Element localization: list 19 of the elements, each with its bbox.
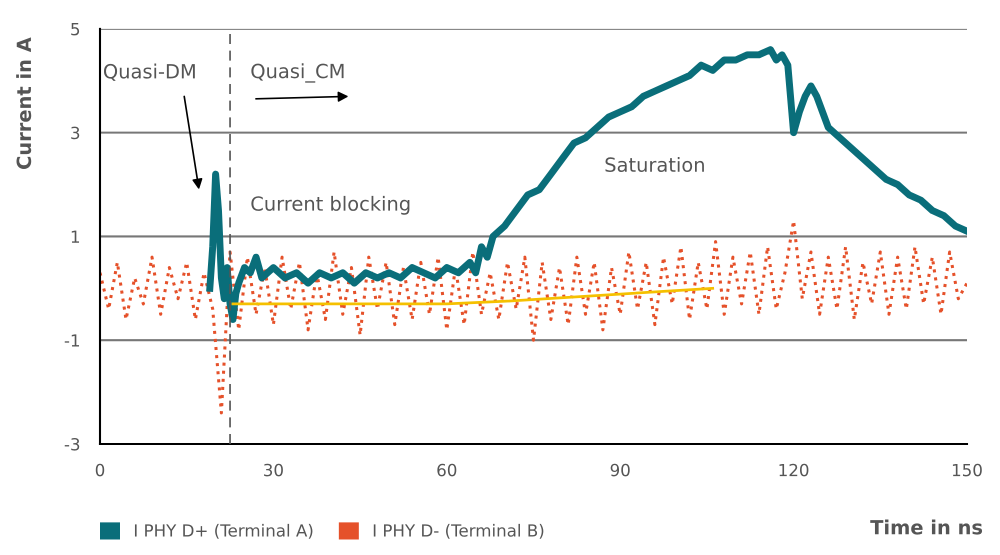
y-tick-label: 3 bbox=[71, 126, 80, 140]
x-tick-label: 150 bbox=[952, 464, 982, 476]
x-tick-label: 0 bbox=[96, 464, 104, 476]
legend-label: I PHY D- (Terminal B) bbox=[374, 524, 544, 539]
x-tick-label: 60 bbox=[437, 464, 456, 476]
x-tick-label: 30 bbox=[264, 464, 283, 476]
annotation: Quasi_CM bbox=[251, 63, 344, 83]
y-tick-label: 1 bbox=[72, 230, 80, 243]
annotation: Saturation bbox=[605, 156, 704, 172]
y-tick-label: -3 bbox=[64, 438, 80, 451]
annotation: Quasi-DM bbox=[104, 64, 195, 81]
x-tick-label: 90 bbox=[610, 464, 630, 476]
legend-label: I PHY D+ (Terminal A) bbox=[134, 524, 312, 539]
x-axis-title: Time in ns bbox=[870, 520, 982, 535]
y-tick-label: -1 bbox=[64, 334, 80, 347]
y-axis-title: Current in A bbox=[16, 37, 32, 169]
y-tick-label: 5 bbox=[71, 23, 80, 36]
x-tick-label: 120 bbox=[780, 464, 808, 476]
annotation: Current blocking bbox=[251, 196, 410, 215]
